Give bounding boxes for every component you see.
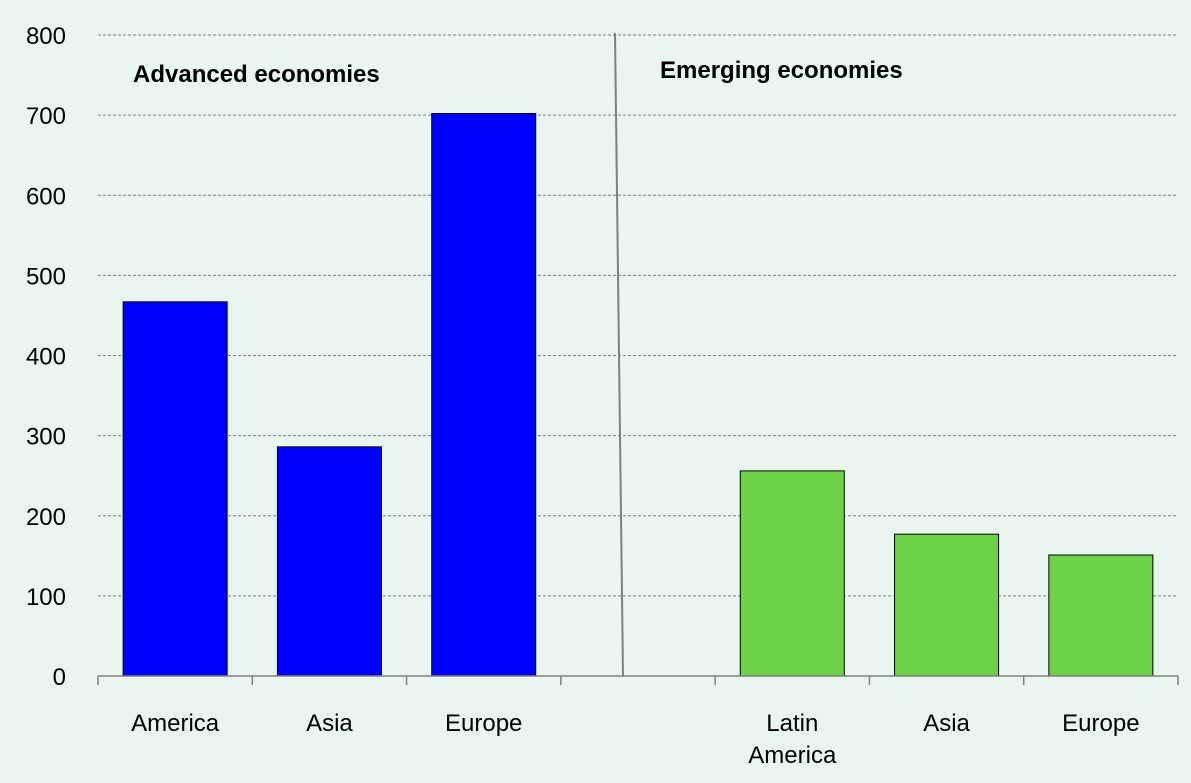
group-separator — [614, 32, 624, 677]
gridlines — [98, 34, 1178, 597]
y-tick-label: 400 — [26, 344, 66, 371]
x-category-label: Latin America — [748, 710, 837, 769]
y-tick-label: 100 — [26, 584, 66, 611]
bar-advanced-america — [122, 301, 228, 677]
y-tick-label: 200 — [26, 504, 66, 531]
bar-advanced-asia — [276, 446, 382, 677]
x-category-label: Asia — [306, 710, 353, 737]
x-category-label: America — [131, 710, 220, 737]
x-category-label: Europe — [445, 710, 522, 737]
bar-emerging-europe — [1048, 554, 1154, 677]
y-tick-label: 300 — [26, 424, 66, 451]
y-tick-label: 600 — [26, 183, 66, 210]
bar-emerging-asia — [894, 533, 1000, 677]
x-category-label: Asia — [923, 710, 970, 737]
x-category-label: Europe — [1062, 710, 1139, 737]
y-tick-label: 800 — [26, 23, 66, 50]
group-label-advanced: Advanced economies — [133, 61, 380, 88]
y-tick-label: 0 — [53, 664, 66, 691]
y-tick-label: 700 — [26, 103, 66, 130]
y-tick-label: 500 — [26, 263, 66, 290]
axes — [97, 32, 1179, 685]
group-label-emerging: Emerging economies — [660, 57, 903, 84]
labels: 0 100 200 300 400 500 600 700 800 America Asia Euro… — [26, 23, 1140, 769]
bar-emerging-latin-america — [739, 470, 845, 677]
bar-advanced-europe — [431, 113, 537, 677]
bars — [122, 113, 1154, 677]
